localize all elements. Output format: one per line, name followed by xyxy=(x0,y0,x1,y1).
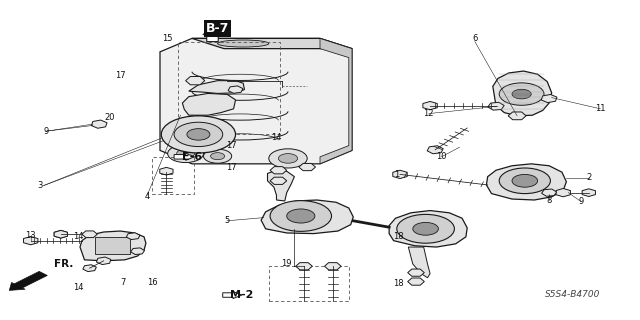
Polygon shape xyxy=(189,81,244,93)
Polygon shape xyxy=(582,189,595,196)
Circle shape xyxy=(187,129,210,140)
Polygon shape xyxy=(296,263,312,270)
Text: FR.: FR. xyxy=(54,259,73,269)
Text: E-6: E-6 xyxy=(182,152,202,162)
Circle shape xyxy=(397,214,454,243)
Text: 3: 3 xyxy=(37,181,42,190)
Polygon shape xyxy=(270,167,287,174)
Text: 13: 13 xyxy=(26,231,36,240)
Text: 9: 9 xyxy=(44,127,49,136)
Text: 10: 10 xyxy=(436,152,447,161)
Polygon shape xyxy=(83,265,97,272)
Polygon shape xyxy=(320,38,352,164)
Bar xyxy=(269,266,349,301)
Polygon shape xyxy=(160,167,173,175)
Polygon shape xyxy=(261,200,353,234)
Circle shape xyxy=(269,149,307,168)
Polygon shape xyxy=(556,188,570,197)
Text: 11: 11 xyxy=(595,104,605,113)
Text: 4: 4 xyxy=(145,192,150,201)
Text: 9: 9 xyxy=(579,197,584,206)
Polygon shape xyxy=(228,86,243,93)
Circle shape xyxy=(499,83,544,105)
Polygon shape xyxy=(131,248,145,254)
Polygon shape xyxy=(508,112,526,120)
Polygon shape xyxy=(486,164,566,200)
Text: 5: 5 xyxy=(225,216,230,225)
Circle shape xyxy=(211,153,225,160)
Polygon shape xyxy=(427,146,444,154)
Text: 8: 8 xyxy=(547,196,552,204)
Polygon shape xyxy=(182,93,236,115)
Text: 14: 14 xyxy=(73,232,83,241)
Polygon shape xyxy=(389,211,467,247)
Circle shape xyxy=(177,149,195,158)
Text: S5S4-B4700: S5S4-B4700 xyxy=(545,290,600,299)
Polygon shape xyxy=(92,120,107,128)
Text: 15: 15 xyxy=(163,34,173,43)
Circle shape xyxy=(168,145,204,163)
Circle shape xyxy=(174,122,223,147)
Circle shape xyxy=(161,116,236,153)
Bar xyxy=(152,157,194,194)
Circle shape xyxy=(270,201,332,231)
Polygon shape xyxy=(192,38,352,49)
Text: 1: 1 xyxy=(394,170,399,179)
Polygon shape xyxy=(408,269,424,276)
Polygon shape xyxy=(54,230,67,238)
Circle shape xyxy=(499,168,550,194)
Text: 18: 18 xyxy=(393,232,403,241)
Text: 19: 19 xyxy=(282,260,292,268)
Polygon shape xyxy=(541,189,557,196)
Text: 14: 14 xyxy=(271,133,282,142)
Bar xyxy=(95,237,130,254)
Circle shape xyxy=(204,149,232,163)
Circle shape xyxy=(278,154,298,163)
Polygon shape xyxy=(393,170,407,179)
Polygon shape xyxy=(270,177,287,184)
Text: 14: 14 xyxy=(73,284,83,292)
Polygon shape xyxy=(299,164,316,171)
Text: 20: 20 xyxy=(105,113,115,122)
Polygon shape xyxy=(268,170,294,201)
Text: 17: 17 xyxy=(227,141,237,150)
Circle shape xyxy=(512,89,531,99)
Polygon shape xyxy=(160,38,352,164)
Polygon shape xyxy=(24,236,38,245)
Polygon shape xyxy=(97,257,111,265)
Text: B-7: B-7 xyxy=(206,22,229,35)
FancyArrow shape xyxy=(10,271,47,290)
Polygon shape xyxy=(324,263,341,270)
Text: 12: 12 xyxy=(424,109,434,118)
Polygon shape xyxy=(493,71,552,116)
Polygon shape xyxy=(408,278,424,285)
Text: 6: 6 xyxy=(472,34,477,43)
Bar xyxy=(178,42,280,134)
Circle shape xyxy=(512,174,538,187)
Polygon shape xyxy=(186,76,205,85)
Circle shape xyxy=(413,222,438,235)
FancyArrow shape xyxy=(203,29,222,42)
Polygon shape xyxy=(488,102,504,110)
Text: 2: 2 xyxy=(586,173,591,182)
Text: 18: 18 xyxy=(393,279,403,288)
Text: M-2: M-2 xyxy=(230,290,253,300)
Polygon shape xyxy=(541,94,557,103)
Polygon shape xyxy=(423,101,437,110)
Text: 16: 16 xyxy=(147,278,157,287)
Polygon shape xyxy=(126,233,140,240)
Text: B-7: B-7 xyxy=(206,22,229,35)
Polygon shape xyxy=(80,231,146,261)
Polygon shape xyxy=(408,247,430,278)
Text: 7: 7 xyxy=(120,278,125,287)
FancyArrow shape xyxy=(174,153,195,160)
Text: 17: 17 xyxy=(227,163,237,172)
FancyArrow shape xyxy=(223,292,242,299)
Text: 17: 17 xyxy=(115,71,125,80)
Polygon shape xyxy=(54,230,67,238)
Polygon shape xyxy=(82,231,97,237)
Circle shape xyxy=(287,209,315,223)
Ellipse shape xyxy=(218,40,269,47)
